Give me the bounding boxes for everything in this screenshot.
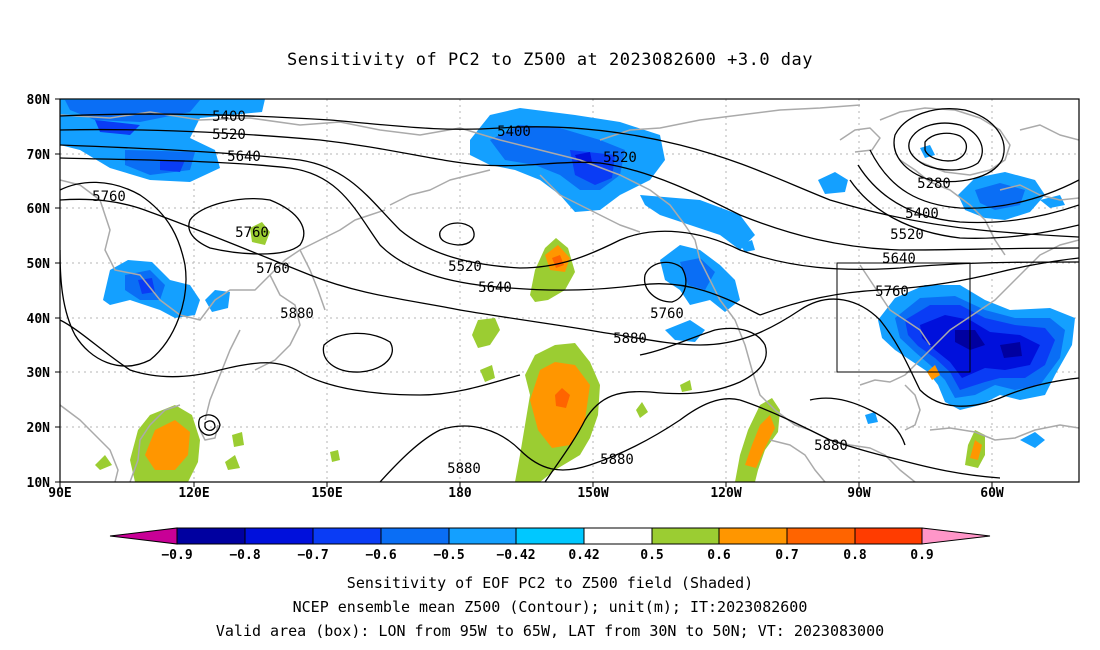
lon-label: 60W xyxy=(980,486,1004,501)
latitude-labels: 80N 70N 60N 50N 40N 30N 20N 10N xyxy=(27,93,51,491)
contour-label: 5520 xyxy=(890,227,924,243)
colorbar-label: 0.8 xyxy=(843,548,867,563)
contour-label: 5520 xyxy=(603,150,637,166)
positive-sensitivity-shading xyxy=(95,222,985,482)
lon-label: 90W xyxy=(847,486,871,501)
colorbar-label: 0.42 xyxy=(568,548,599,563)
lat-label: 40N xyxy=(27,312,51,327)
lon-label: 180 xyxy=(448,486,472,501)
colorbar-swatch xyxy=(854,527,923,545)
contour-label: 5400 xyxy=(905,206,939,222)
colorbar-swatch xyxy=(515,527,585,545)
contour-label: 5640 xyxy=(227,149,261,165)
lat-label: 70N xyxy=(27,148,51,163)
contour-label: 5760 xyxy=(875,284,909,300)
colorbar-label: −0.6 xyxy=(365,548,396,563)
contour-label: 5280 xyxy=(917,176,951,192)
colorbar-label: −0.42 xyxy=(496,548,535,563)
contour-label: 5760 xyxy=(92,189,126,205)
colorbar-swatch xyxy=(244,527,314,545)
contour-label: 5880 xyxy=(280,306,314,322)
contour-label: 5640 xyxy=(882,251,916,267)
negative-sensitivity-shading xyxy=(60,99,1075,448)
colorbar-swatch xyxy=(786,527,856,545)
colorbar-label: −0.8 xyxy=(229,548,260,563)
colorbar-swatch xyxy=(176,527,246,545)
colorbar-label: 0.9 xyxy=(910,548,933,563)
contour-label: 5760 xyxy=(256,261,290,277)
contour-label: 5880 xyxy=(447,461,481,477)
colorbar-swatch xyxy=(651,527,720,545)
lat-label: 50N xyxy=(27,257,51,272)
contour-label: 5400 xyxy=(212,109,246,125)
contour-label: 5640 xyxy=(478,280,512,296)
map-title: Sensitivity of PC2 to Z500 at 2023082600… xyxy=(286,50,813,70)
colorbar-label: 0.6 xyxy=(707,548,731,563)
caption-valid-area: Valid area (box): LON from 95W to 65W, L… xyxy=(215,622,885,640)
contour-label: 5880 xyxy=(814,438,848,454)
contour-label: 5520 xyxy=(212,127,246,143)
contour-label: 5880 xyxy=(600,452,634,468)
z500-contours xyxy=(60,108,1079,482)
valid-area-box xyxy=(836,262,971,373)
contour-label: 5520 xyxy=(448,259,482,275)
colorbar-swatch xyxy=(312,527,382,545)
plot-frame xyxy=(59,98,1080,483)
colorbar-label: −0.5 xyxy=(433,548,464,563)
contour-label: 5760 xyxy=(650,306,684,322)
contour-label: 5880 xyxy=(613,331,647,347)
longitude-labels: 90E 120E 150E 180 150W 120W 90W 60W xyxy=(48,486,1004,501)
colorbar: −0.9 −0.8 −0.7 −0.6 −0.5 −0.42 0.42 0.5 … xyxy=(109,527,991,563)
colorbar-label: 0.7 xyxy=(775,548,798,563)
contour-label: 5760 xyxy=(235,225,269,241)
lat-label: 10N xyxy=(27,476,51,491)
lon-label: 120E xyxy=(178,486,209,501)
lon-label: 150W xyxy=(577,486,608,501)
colorbar-high-end xyxy=(921,527,991,545)
caption-contour: NCEP ensemble mean Z500 (Contour); unit(… xyxy=(292,598,808,616)
colorbar-swatch xyxy=(380,527,450,545)
lat-label: 60N xyxy=(27,202,51,217)
colorbar-low-end xyxy=(109,527,178,545)
lat-label: 20N xyxy=(27,421,51,436)
contour-label: 5400 xyxy=(497,124,531,140)
contour-labels: 5400 5520 5640 5760 5760 5760 5880 5400 … xyxy=(92,109,951,477)
lon-label: 120W xyxy=(710,486,741,501)
colorbar-label: 0.5 xyxy=(640,548,663,563)
colorbar-label: −0.9 xyxy=(161,548,192,563)
colorbar-label: −0.7 xyxy=(297,548,328,563)
lon-label: 90E xyxy=(48,486,71,501)
colorbar-swatch xyxy=(583,527,653,545)
lat-label: 80N xyxy=(27,93,51,108)
lat-label: 30N xyxy=(27,366,51,381)
colorbar-swatch xyxy=(448,527,517,545)
caption-shading: Sensitivity of EOF PC2 to Z500 field (Sh… xyxy=(346,574,754,592)
lon-label: 150E xyxy=(311,486,342,501)
axis-ticks xyxy=(55,98,993,487)
colorbar-swatch xyxy=(718,527,788,545)
